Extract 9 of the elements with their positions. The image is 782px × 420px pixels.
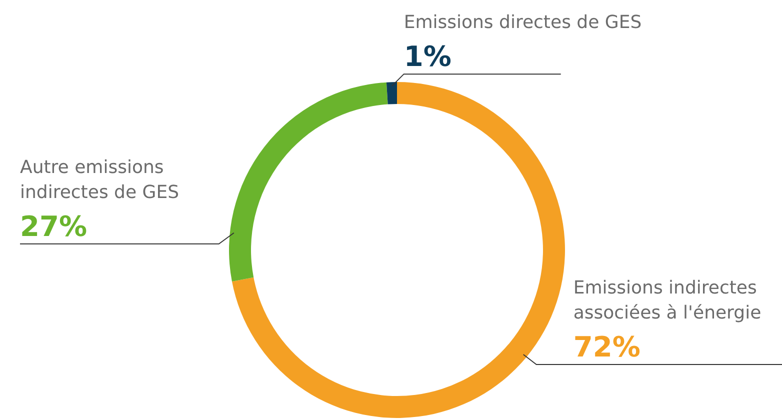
slice-label: Emissions indirectes associées à l'énergie (573, 278, 762, 324)
slice-label: Autre emissions indirectes de GES (20, 156, 180, 203)
donut-slice (232, 82, 565, 418)
slice-label: Emissions directes de GES (404, 12, 642, 34)
donut-slice (386, 82, 397, 104)
data-label: 27% (20, 210, 88, 243)
data-label: 72% (573, 330, 640, 364)
data-label: 1% (404, 40, 452, 74)
donut-slice (229, 82, 388, 282)
